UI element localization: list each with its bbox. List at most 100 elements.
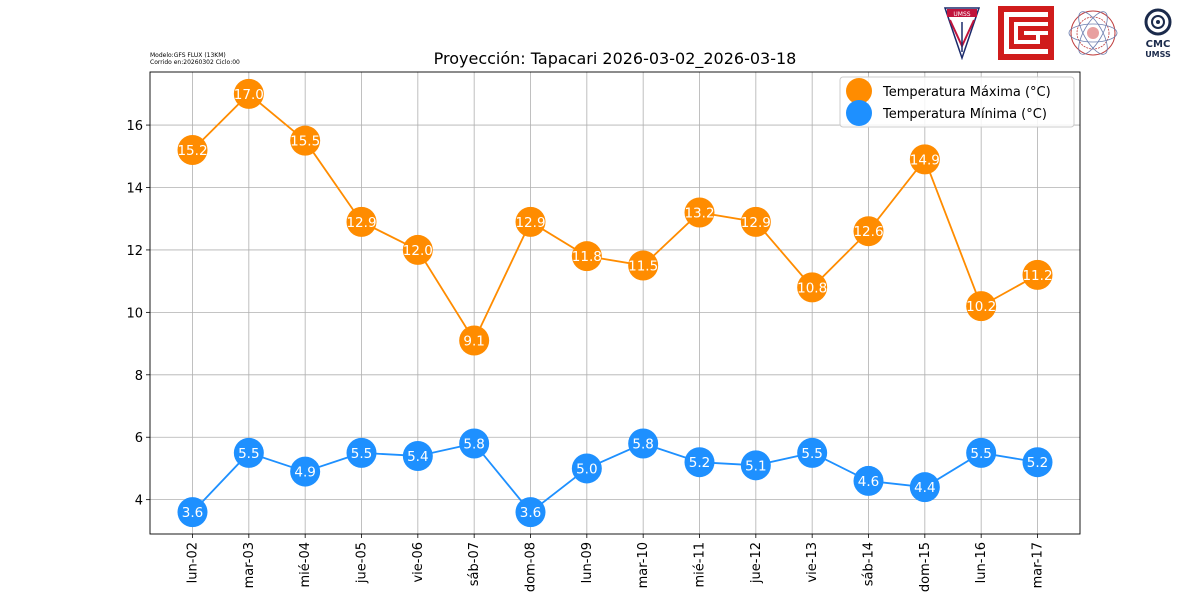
data-point [290, 456, 321, 487]
data-label: 15.5 [290, 134, 320, 150]
y-tick-label: 6 [135, 431, 143, 446]
x-tick-label: dom-08 [524, 542, 539, 592]
data-point [740, 206, 771, 237]
data-label: 15.2 [177, 143, 207, 159]
data-point [571, 453, 602, 484]
cmc-logo: CMC UMSS [1144, 8, 1172, 59]
legend-item-max: Temperatura Máxima (°C) [846, 78, 1051, 104]
data-label: 12.6 [853, 224, 883, 240]
data-label: 11.8 [572, 249, 602, 265]
data-label: 5.8 [463, 436, 484, 452]
data-point [628, 250, 659, 281]
data-point [459, 325, 490, 356]
x-tick-label: lun-16 [974, 542, 989, 583]
data-point [684, 197, 715, 228]
y-tick-label: 16 [126, 119, 143, 134]
data-point [909, 472, 940, 503]
x-tick-label: jue-12 [749, 542, 764, 584]
data-label: 12.9 [515, 215, 545, 231]
axes: lun-02 mar-03 mié-04 jue-05 vie-06 sáb-07 dom-… [126, 71, 1081, 592]
data-point [402, 234, 433, 265]
legend-box [839, 76, 1075, 128]
data-label: 5.4 [407, 449, 428, 465]
legend-marker [846, 78, 872, 104]
chart-title: Proyección: Tapacari 2026-03-02_2026-03-… [434, 49, 797, 69]
data-label: 9.1 [463, 333, 484, 349]
data-label: 5.1 [745, 458, 766, 474]
data-point [1022, 259, 1053, 290]
data-point [1022, 447, 1053, 478]
run-line: Corrido en:20260302 Ciclo:00 [150, 59, 240, 66]
data-point [459, 428, 490, 459]
data-label: 3.6 [182, 505, 203, 521]
data-point [515, 497, 546, 528]
data-point [966, 291, 997, 322]
data-label: 5.5 [351, 446, 372, 462]
legend-label: Temperatura Mínima (°C) [882, 107, 1047, 122]
data-label: 17.0 [234, 87, 264, 103]
data-label: 5.5 [238, 446, 259, 462]
data-point [571, 241, 602, 272]
data-label: 5.0 [576, 461, 597, 477]
data-label: 4.9 [294, 465, 315, 481]
data-point [797, 437, 828, 468]
series: 15.2 17.0 15.5 12.9 12.0 9.1 12.9 11.8 11.5 13.2 1… [177, 78, 1053, 528]
data-label: 4.4 [914, 480, 935, 496]
x-tick-label: vie-13 [805, 542, 820, 583]
legend-marker [846, 100, 872, 126]
legend: Temperatura Máxima (°C) Temperatura Mínim… [839, 76, 1075, 128]
data-point [233, 78, 264, 109]
x-tick-label: mié-11 [693, 542, 708, 588]
data-point [233, 437, 264, 468]
cmc-logo-text: CMC [1146, 39, 1171, 50]
x-tick-label: vie-06 [411, 542, 426, 583]
x-tick-label: mar-17 [1031, 542, 1046, 588]
umss-shield-logo: UMSS [943, 7, 981, 60]
faculty-maze-logo [998, 6, 1054, 60]
data-label: 12.9 [346, 215, 376, 231]
plot-frame [149, 71, 1081, 535]
x-tick-label: dom-15 [918, 542, 933, 592]
y-tick-label: 8 [135, 369, 143, 384]
y-tick-label: 10 [126, 306, 143, 321]
y-tick-label: 14 [126, 182, 143, 197]
series-line [191, 92, 1038, 343]
cmc-logo-subtext: UMSS [1145, 50, 1171, 59]
y-tick-label: 4 [135, 494, 143, 509]
x-tick-label: jue-05 [355, 542, 370, 584]
data-point [853, 216, 884, 247]
data-point [346, 206, 377, 237]
data-point [402, 440, 433, 471]
umss-logo-text: UMSS [953, 11, 970, 18]
x-tick-label: mar-10 [636, 542, 651, 588]
data-point [797, 272, 828, 303]
x-tick-label: lun-09 [580, 542, 595, 583]
data-label: 4.6 [858, 474, 879, 490]
data-point [177, 135, 208, 166]
x-tick-label: mié-04 [298, 542, 313, 588]
legend-label: Temperatura Máxima (°C) [882, 85, 1051, 100]
data-point [909, 144, 940, 175]
data-point [684, 447, 715, 478]
x-tick-label: sáb-07 [467, 542, 482, 586]
data-label: 11.2 [1022, 268, 1052, 284]
series-line [191, 442, 1038, 514]
data-label: 10.2 [966, 299, 996, 315]
data-label: 5.8 [632, 436, 653, 452]
x-tick-label: mar-03 [242, 542, 257, 588]
series-min-temperature: 3.6 5.5 4.9 5.5 5.4 5.8 3.6 5.0 5.8 5.2 5.1 5.5 4.6 4… [177, 428, 1053, 528]
legend-item-min: Temperatura Mínima (°C) [846, 100, 1047, 126]
data-point [177, 497, 208, 528]
data-label: 14.9 [910, 152, 940, 168]
data-point [740, 450, 771, 481]
series-max-temperature: 15.2 17.0 15.5 12.9 12.0 9.1 12.9 11.8 11.5 13.2 1… [177, 78, 1053, 356]
data-label: 12.0 [403, 243, 433, 259]
data-point [290, 125, 321, 156]
data-label: 5.5 [801, 446, 822, 462]
x-tick-label: sáb-14 [862, 542, 877, 586]
data-label: 5.2 [1027, 455, 1048, 471]
data-point [628, 428, 659, 459]
data-label: 5.5 [970, 446, 991, 462]
data-label: 11.5 [628, 259, 658, 275]
